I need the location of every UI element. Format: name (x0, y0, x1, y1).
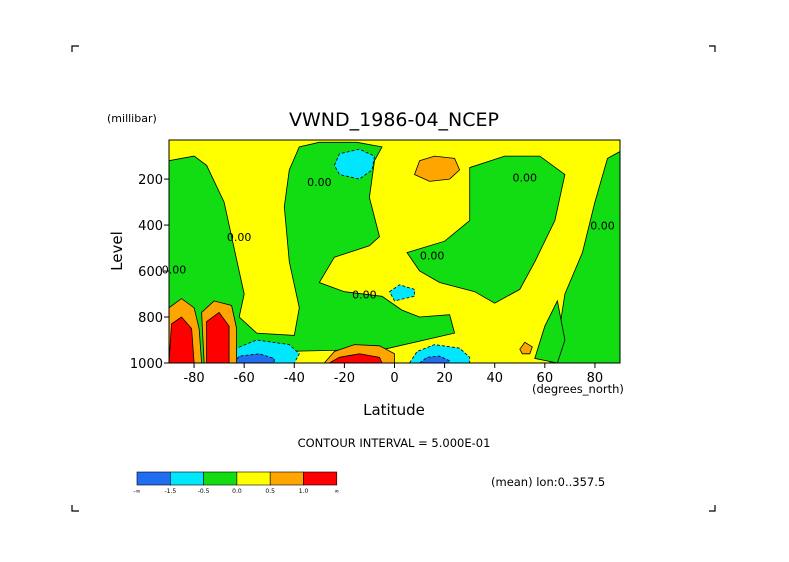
x-tick-label-7: 60 (537, 371, 554, 386)
chart-title: VWND_1986-04_NCEP (289, 109, 499, 131)
colorbar-label-0: -∞ (133, 488, 140, 495)
y-tick-label-4: 1000 (130, 357, 163, 372)
contour-region-4 (333, 148, 375, 180)
y-tick-label-1: 400 (138, 219, 163, 234)
x-ticks: -80 -60 -40 -20 0 20 40 60 80 (183, 363, 603, 386)
x-units-label: (degrees_north) (532, 382, 624, 396)
colorbar-swatch-3 (236, 471, 271, 486)
colorbar-label-end: ∞ (334, 488, 339, 495)
x-tick-label-3: -20 (334, 371, 355, 386)
contour-label-3: 0.00 (352, 289, 377, 302)
colorbar-label-1: -1.5 (164, 488, 176, 495)
contour-labels: 0.00 0.00 0.00 0.00 0.00 0.00 0.00 (162, 171, 615, 301)
contour-region-3 (534, 299, 566, 363)
contour-region-14 (519, 341, 533, 355)
contour-region-16 (206, 311, 230, 363)
x-tick-label-1: -60 (234, 371, 255, 386)
colorbar: -∞ -1.5 -0.5 0.0 0.5 1.0 ∞ (133, 471, 339, 495)
x-tick-label-0: -80 (183, 371, 204, 386)
y-ticks: 200 400 600 800 1000 (130, 173, 169, 372)
contour-label-1: 0.00 (227, 231, 252, 244)
colorbar-label-2: -0.5 (198, 488, 210, 495)
contour-region-1 (406, 155, 566, 304)
contour-region-5 (388, 284, 415, 302)
colorbar-label-4: 0.5 (265, 488, 275, 495)
colorbar-swatch-4 (269, 471, 304, 486)
colorbar-swatch-5 (303, 471, 338, 486)
colorbar-label-3: 0.0 (232, 488, 242, 495)
contour-regions (169, 141, 620, 363)
contour-label-0: 0.00 (162, 263, 187, 276)
contour-label-2: 0.00 (307, 176, 332, 189)
contour-label-5: 0.00 (513, 171, 538, 184)
x-tick-label-6: 40 (486, 371, 503, 386)
x-tick-label-2: -40 (284, 371, 305, 386)
x-tick-label-8: 80 (587, 371, 604, 386)
mean-note: (mean) lon:0..357.5 (491, 475, 605, 489)
y-tick-label-3: 800 (138, 311, 163, 326)
contour-region-15 (169, 316, 195, 363)
contour-region-17 (328, 353, 383, 363)
contour-label-4: 0.00 (420, 250, 445, 263)
crop-marks (71, 45, 716, 512)
contour-region-13 (413, 155, 461, 182)
colorbar-swatch-2 (203, 471, 238, 486)
y-tick-label-2: 600 (138, 265, 163, 280)
contour-interval-note: CONTOUR INTERVAL = 5.000E-01 (298, 436, 491, 450)
contour-region-2 (549, 151, 620, 363)
contour-region-0 (169, 141, 456, 363)
contour-label-6: 0.00 (590, 220, 615, 233)
contour-region-9 (418, 355, 451, 363)
x-tick-label-5: 20 (436, 371, 453, 386)
y-tick-label-0: 200 (138, 173, 163, 188)
x-axis-label: Latitude (363, 401, 425, 419)
colorbar-swatch-0 (136, 471, 171, 486)
x-tick-label-4: 0 (390, 371, 398, 386)
contour-region-7 (409, 344, 471, 363)
colorbar-label-5: 1.0 (299, 488, 309, 495)
colorbar-swatch-1 (170, 471, 204, 486)
units-label: (millibar) (107, 112, 157, 125)
y-axis-label: Level (108, 231, 126, 271)
contour-region-8 (233, 353, 275, 363)
